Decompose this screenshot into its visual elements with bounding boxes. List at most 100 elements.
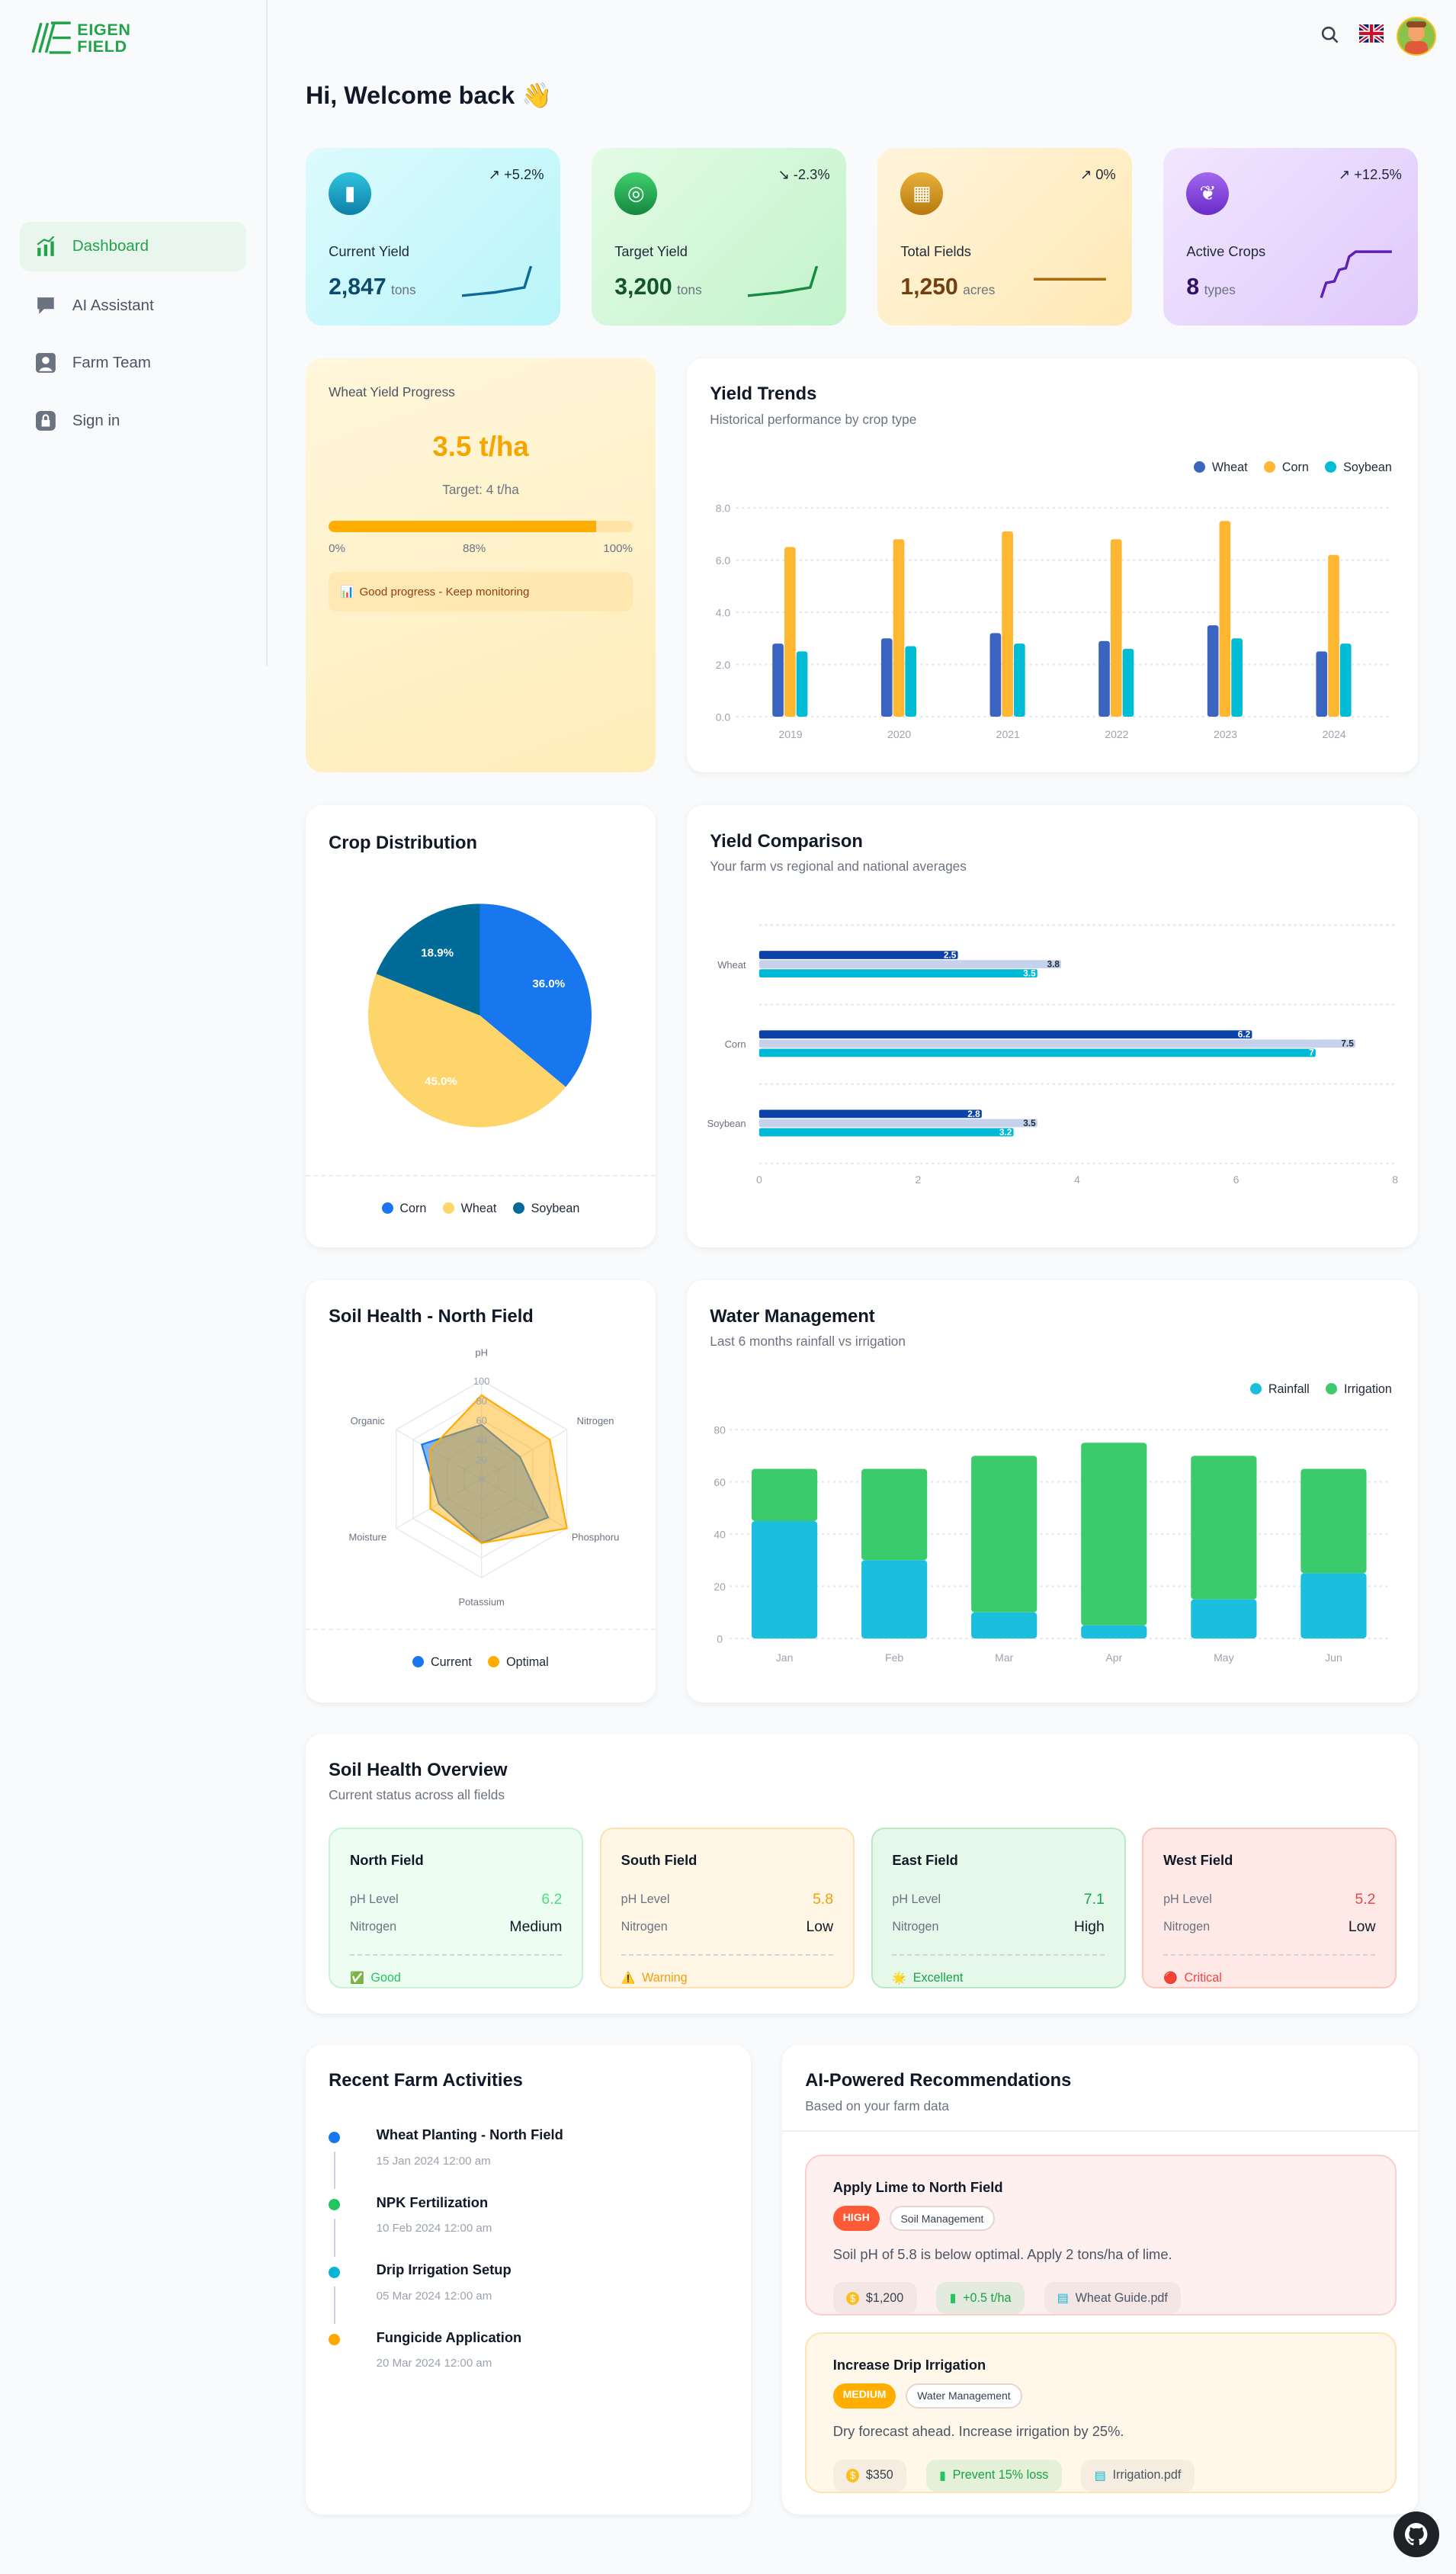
bar [758,1039,1356,1048]
bar [758,1109,982,1119]
bar-irrigation [861,1468,928,1561]
wheat-progress-card: Wheat Yield Progress 3.5 t/ha Target: 4 … [305,358,656,773]
ph-label: pH Level [1163,1892,1212,1906]
pie-slice-corn [479,903,592,1087]
ph-label: pH Level [349,1892,399,1906]
bar-wheat [1098,640,1110,717]
activity-date: 15 Jan 2024 12:00 am [376,2155,491,2168]
activity-date: 05 Mar 2024 12:00 am [376,2289,492,2303]
status-badge: ⚠️ Warning [621,1954,834,1985]
uk-flag-icon[interactable] [1358,24,1384,43]
yield-trends-card: Yield Trends Historical performance by cr… [687,358,1419,773]
activity-date: 10 Feb 2024 12:00 am [376,2222,492,2235]
sidebar-item-label: Farm Team [72,354,151,372]
card-title: Crop Distribution [329,833,477,853]
impact-chip[interactable]: ▮ Prevent 15% loss [925,2460,1062,2492]
legend-corn[interactable]: Corn [1264,461,1309,475]
data-label: 2.8 [967,1109,980,1119]
card-subtitle: Historical performance by crop type [710,412,917,428]
nitrogen-row: Nitrogen Medium [350,1913,562,1941]
y-tick-label: 8.0 [716,502,731,514]
card-subtitle: Current status across all fields [329,1787,505,1803]
card-title: Soil Health Overview [329,1760,508,1780]
slice-label: 45.0% [425,1075,457,1088]
bar-corn [784,547,796,717]
axis-label: Phosphoru [572,1532,620,1543]
bar-soybean [796,651,808,717]
sidebar-item-ai-assistant[interactable]: AI Assistant [20,281,246,331]
y-tick-label: 0.0 [716,711,731,723]
field-name: South Field [621,1852,698,1869]
timeline-line [333,2151,335,2190]
bar-corn [893,539,905,717]
trend: ↘ -2.3% [778,165,830,182]
activity-date: 20 Mar 2024 12:00 am [376,2357,492,2370]
bar-irrigation [1300,1468,1367,1574]
bar-soybean [905,646,917,717]
x-tick-label: 2023 [1214,728,1237,740]
grid-icon: ▦ [900,172,944,216]
bar-rainfall [752,1521,818,1639]
status-text: Warning [642,1970,688,1985]
recommendation-title: Increase Drip Irrigation [832,2357,986,2373]
y-tick-label: 0 [717,1633,723,1645]
r-tick-label: 80 [476,1395,486,1407]
sidebar [0,0,268,666]
timeline-dot [329,2199,341,2211]
field-name: North Field [349,1852,424,1869]
stat-label: Active Crops [1186,243,1266,260]
search-icon[interactable] [1321,26,1339,44]
y-tick-label: 6.0 [716,554,731,566]
card-title: AI-Powered Recommendations [805,2071,1072,2091]
legend: Current Optimal [306,1655,656,1670]
wave-emoji: 👋 [521,81,553,109]
nitrogen-label: Nitrogen [621,1920,668,1934]
legend-soybean[interactable]: Soybean [512,1202,579,1216]
sparkline [747,266,819,297]
legend-wheat[interactable]: Wheat [1194,461,1248,475]
stat-value: 2,847 tons [329,274,416,300]
legend-soybean[interactable]: Soybean [1325,461,1392,475]
field-name: West Field [1163,1852,1233,1869]
cost-chip-text: $1,200 [865,2290,904,2305]
document-icon: ▤ [1057,2291,1070,2306]
github-button[interactable] [1393,2511,1440,2558]
cost-chip[interactable]: $ $350 [832,2460,907,2492]
bar-rainfall [1300,1573,1367,1639]
sidebar-item-dashboard[interactable]: Dashboard [19,222,247,271]
x-tick-label: Apr [1105,1651,1122,1664]
document-chip[interactable]: ▤ Irrigation.pdf [1081,2460,1195,2492]
sidebar-item-farm-team[interactable]: Farm Team [20,339,246,388]
impact-chip[interactable]: ▮ +0.5 t/ha [936,2282,1025,2314]
trend: ↗ +5.2% [488,165,544,182]
progress-value: 3.5 t/ha [432,430,529,462]
recommendation-description: Soil pH of 5.8 is below optimal. Apply 2… [832,2245,1172,2262]
logo[interactable]: EIGEN FIELD [31,21,131,54]
status-icon: 🔴 [1163,1972,1178,1985]
ph-label: pH Level [621,1892,670,1906]
legend-wheat[interactable]: Wheat [442,1202,496,1216]
recommendation-card: Increase Drip Irrigation MEDIUM Water Mana… [805,2332,1397,2494]
x-tick-label: 8 [1392,1173,1398,1186]
legend-optimal[interactable]: Optimal [488,1655,549,1670]
legend-irrigation[interactable]: Irrigation [1326,1382,1392,1397]
progress-fill [329,521,597,533]
avatar[interactable] [1397,16,1436,56]
nitrogen-value: Low [806,1918,834,1936]
legend-current[interactable]: Current [412,1655,472,1670]
cost-chip[interactable]: $ $1,200 [832,2282,917,2314]
r-tick-label: 40 [476,1435,486,1446]
recommendation-description: Dry forecast ahead. Increase irrigation … [832,2423,1124,2440]
legend-corn[interactable]: Corn [381,1202,426,1216]
activity-title: Fungicide Application [376,2328,522,2345]
r-tick-label: 60 [476,1415,486,1427]
sidebar-item-sign-in[interactable]: Sign in [20,396,246,446]
trend: ↗ 0% [1079,165,1116,182]
y-tick-label: 4.0 [716,606,731,618]
stat-label: Total Fields [900,243,971,260]
bar-irrigation [971,1455,1037,1613]
yield-comparison-card: Yield Comparison Your farm vs regional an… [687,805,1419,1248]
legend-rainfall[interactable]: Rainfall [1250,1382,1310,1397]
activity-title: Wheat Planting - North Field [376,2126,563,2143]
document-chip[interactable]: ▤ Wheat Guide.pdf [1044,2282,1182,2314]
